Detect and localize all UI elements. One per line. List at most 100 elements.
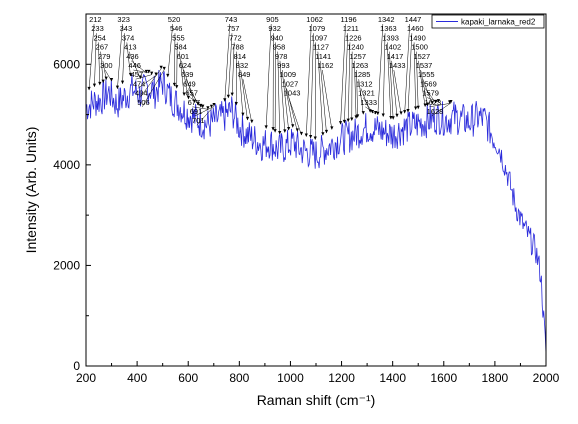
peak-label-1363: 1363 bbox=[380, 24, 397, 33]
y-tick-label: 2000 bbox=[53, 258, 80, 272]
peak-label-300: 300 bbox=[100, 61, 113, 70]
x-tick-label: 1600 bbox=[430, 371, 457, 385]
peak-label-279: 279 bbox=[98, 52, 111, 61]
legend-label: kapaki_larnaka_red2 bbox=[461, 18, 536, 27]
y-axis-title: Intensity (Arb. Units) bbox=[23, 127, 39, 254]
peak-arrowhead bbox=[325, 130, 328, 134]
peak-label-788: 788 bbox=[231, 43, 244, 52]
x-axis-title: Raman shift (cm⁻¹) bbox=[257, 392, 376, 408]
peak-label-677: 677 bbox=[188, 98, 201, 107]
peak-label-1097: 1097 bbox=[311, 33, 328, 42]
peak-arrowhead bbox=[265, 125, 268, 128]
peak-label-1162: 1162 bbox=[317, 61, 333, 70]
peak-arrowhead bbox=[305, 134, 308, 138]
peak-label-212: 212 bbox=[89, 15, 102, 24]
peak-label-506: 506 bbox=[137, 98, 150, 107]
peak-label-1141: 1141 bbox=[315, 52, 331, 61]
peak-label-1333: 1333 bbox=[360, 98, 377, 107]
peak-label-1196: 1196 bbox=[341, 15, 357, 24]
peak-label-1342: 1342 bbox=[378, 15, 395, 24]
peak-leader-line bbox=[320, 61, 326, 133]
peak-arrowhead bbox=[116, 86, 119, 90]
peak-arrowhead bbox=[362, 111, 365, 115]
peak-label-233: 233 bbox=[91, 24, 104, 33]
peak-arrowhead bbox=[274, 129, 277, 133]
peak-arrowhead bbox=[309, 135, 312, 139]
peak-arrowhead bbox=[250, 120, 253, 124]
peak-arrowhead bbox=[374, 111, 377, 115]
peak-label-1009: 1009 bbox=[279, 70, 296, 79]
peak-arrowhead bbox=[296, 128, 299, 132]
peak-arrowhead bbox=[400, 111, 403, 115]
peak-label-1079: 1079 bbox=[308, 24, 325, 33]
peak-arrowhead bbox=[395, 114, 398, 118]
peak-label-624: 624 bbox=[179, 61, 192, 70]
peak-label-905: 905 bbox=[266, 15, 279, 24]
peak-label-474: 474 bbox=[133, 79, 146, 88]
peak-arrowhead bbox=[163, 67, 166, 71]
x-tick-label: 1800 bbox=[482, 371, 509, 385]
peak-arrowhead bbox=[300, 132, 303, 136]
peak-arrowhead bbox=[160, 66, 163, 70]
series-layer bbox=[86, 70, 546, 354]
peak-arrowhead bbox=[87, 87, 90, 91]
peak-arrowhead bbox=[110, 78, 113, 82]
y-tick-label: 6000 bbox=[53, 57, 80, 71]
peak-arrowhead bbox=[246, 117, 249, 121]
peak-leader-line bbox=[243, 79, 252, 123]
x-tick-label: 800 bbox=[229, 371, 249, 385]
peak-label-1062: 1062 bbox=[306, 15, 323, 24]
peak-arrowhead bbox=[347, 119, 350, 123]
series-line-kapaki_larnaka_red2 bbox=[86, 70, 546, 354]
peak-arrowhead bbox=[150, 72, 153, 76]
peak-arrowhead bbox=[278, 131, 281, 135]
peak-label-1127: 1127 bbox=[313, 43, 329, 52]
legend: kapaki_larnaka_red2 bbox=[432, 15, 544, 28]
peak-leader-line bbox=[365, 107, 375, 114]
peak-label-978: 978 bbox=[275, 52, 288, 61]
peak-label-546: 546 bbox=[170, 24, 183, 33]
peak-label-1257: 1257 bbox=[349, 52, 366, 61]
peak-label-413: 413 bbox=[124, 43, 137, 52]
peak-label-1285: 1285 bbox=[354, 70, 371, 79]
peak-label-1579: 1579 bbox=[422, 89, 439, 98]
peak-label-343: 343 bbox=[120, 24, 133, 33]
peak-label-555: 555 bbox=[172, 33, 185, 42]
plot-area-frame bbox=[86, 14, 546, 366]
peak-label-584: 584 bbox=[174, 43, 187, 52]
peak-label-1569: 1569 bbox=[420, 79, 437, 88]
x-tick-label: 1200 bbox=[328, 371, 355, 385]
peak-arrowhead bbox=[291, 124, 294, 128]
x-tick-label: 1400 bbox=[379, 371, 406, 385]
x-tick-label: 200 bbox=[76, 371, 96, 385]
x-tick-label: 1000 bbox=[277, 371, 304, 385]
peak-arrowhead bbox=[330, 126, 333, 129]
peak-label-849: 849 bbox=[238, 70, 251, 79]
peak-arrowhead bbox=[102, 80, 105, 84]
peak-label-639: 639 bbox=[181, 70, 194, 79]
peak-arrowhead bbox=[98, 82, 101, 86]
peak-label-1500: 1500 bbox=[411, 43, 428, 52]
peak-label-1043: 1043 bbox=[284, 89, 301, 98]
peak-arrowhead bbox=[403, 110, 406, 114]
peak-label-772: 772 bbox=[229, 33, 242, 42]
peak-label-446: 446 bbox=[128, 61, 141, 70]
peak-arrowhead bbox=[382, 113, 385, 117]
x-tick-label: 400 bbox=[127, 371, 147, 385]
peak-label-814: 814 bbox=[234, 52, 247, 61]
peak-label-993: 993 bbox=[277, 61, 290, 70]
peak-label-1537: 1537 bbox=[416, 61, 433, 70]
peak-label-1312: 1312 bbox=[356, 79, 373, 88]
peak-label-1263: 1263 bbox=[352, 61, 369, 70]
peak-arrowhead bbox=[166, 74, 169, 78]
peak-label-1027: 1027 bbox=[282, 79, 299, 88]
peak-arrowhead bbox=[414, 107, 417, 111]
peak-arrowhead bbox=[376, 112, 379, 116]
peak-label-940: 940 bbox=[271, 33, 284, 42]
peak-label-254: 254 bbox=[93, 33, 106, 42]
peak-label-691: 691 bbox=[190, 107, 203, 116]
peak-label-1628: 1628 bbox=[427, 107, 444, 116]
